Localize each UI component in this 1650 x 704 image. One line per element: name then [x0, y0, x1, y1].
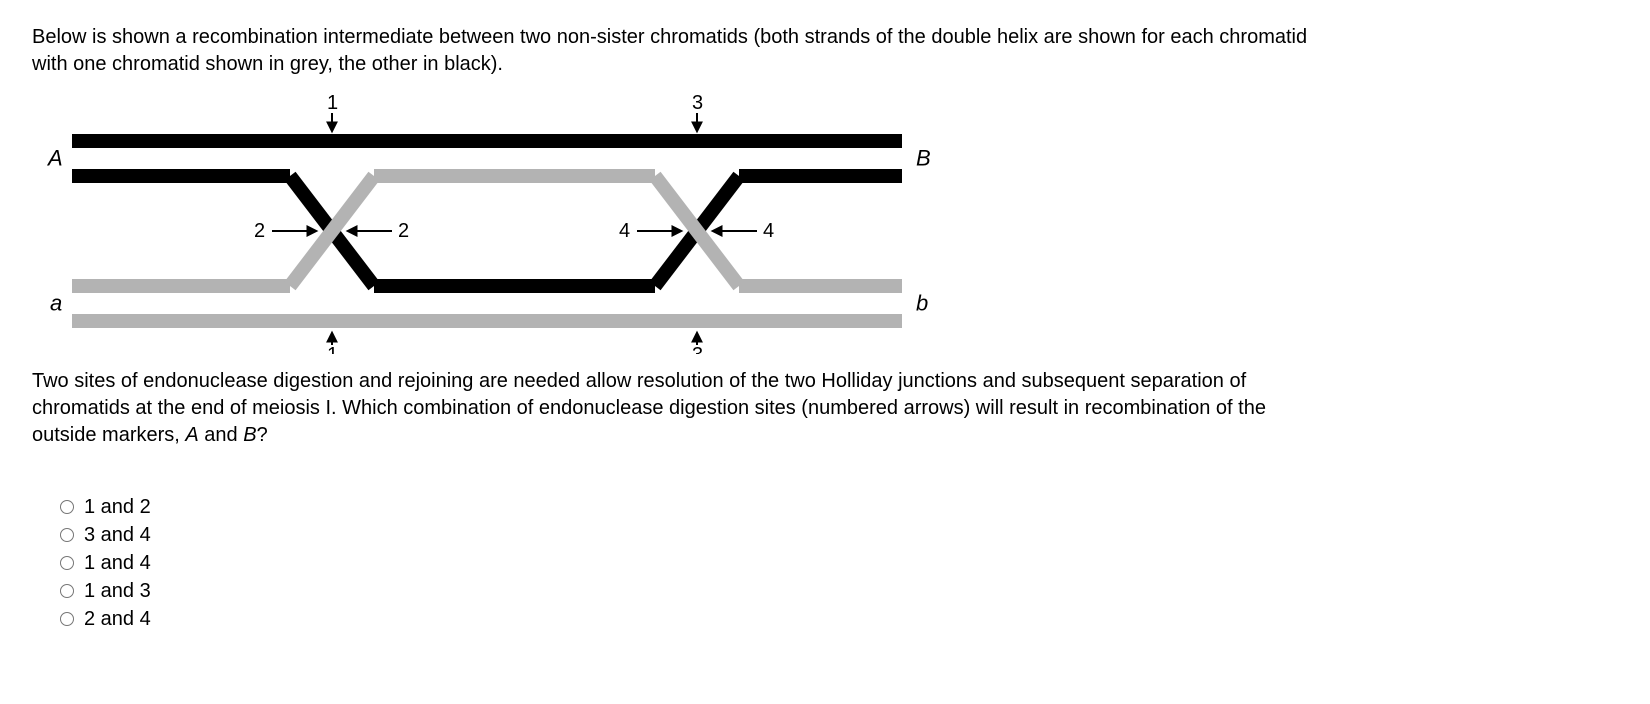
arrow-num: 1	[327, 92, 338, 114]
answer-options: 1 and 2 3 and 4 1 and 4 1 and 3 2 and 4	[32, 493, 1618, 633]
intro-line-2: with one chromatid shown in grey, the ot…	[32, 53, 503, 75]
holliday-diagram: A Ba b 1 3 1 3 2 2 4 4	[32, 86, 1618, 360]
arrow-num: 3	[692, 92, 703, 114]
option-row[interactable]: 3 and 4	[60, 521, 1618, 549]
option-radio-2-4[interactable]	[60, 612, 74, 626]
option-row[interactable]: 2 and 4	[60, 605, 1618, 633]
followup-line-3-pre: outside markers,	[32, 424, 185, 446]
question-page: Below is shown a recombination intermedi…	[0, 0, 1650, 657]
option-label: 1 and 2	[84, 496, 151, 519]
label-a: a	[50, 291, 62, 316]
option-row[interactable]: 1 and 4	[60, 549, 1618, 577]
label-b: b	[916, 291, 928, 316]
option-label: 1 and 4	[84, 552, 151, 575]
option-row[interactable]: 1 and 3	[60, 577, 1618, 605]
followup-line-2: chromatids at the end of meiosis I. Whic…	[32, 397, 1266, 419]
option-label: 3 and 4	[84, 524, 151, 547]
option-radio-1-3[interactable]	[60, 584, 74, 598]
arrow-num: 2	[398, 220, 409, 242]
option-label: 1 and 3	[84, 580, 151, 603]
diagram-svg: A Ba b 1 3 1 3 2 2 4 4	[32, 86, 932, 354]
followup-q: ?	[257, 424, 268, 446]
option-radio-1-2[interactable]	[60, 500, 74, 514]
question-followup: Two sites of endonuclease digestion and …	[32, 368, 1618, 449]
label-A: A	[46, 146, 63, 171]
arrow-num: 4	[619, 220, 630, 242]
followup-line-1: Two sites of endonuclease digestion and …	[32, 370, 1246, 392]
option-row[interactable]: 1 and 2	[60, 493, 1618, 521]
marker-B: B	[243, 424, 256, 446]
arrow-num: 4	[763, 220, 774, 242]
arrow-num: 3	[692, 344, 703, 354]
question-intro: Below is shown a recombination intermedi…	[32, 24, 1618, 78]
label-B: B	[916, 146, 931, 171]
followup-and: and	[199, 424, 243, 446]
intro-line-1: Below is shown a recombination intermedi…	[32, 26, 1307, 48]
marker-A: A	[185, 424, 198, 446]
option-radio-3-4[interactable]	[60, 528, 74, 542]
option-label: 2 and 4	[84, 608, 151, 631]
option-radio-1-4[interactable]	[60, 556, 74, 570]
arrow-num: 2	[254, 220, 265, 242]
arrow-num: 1	[327, 344, 338, 354]
